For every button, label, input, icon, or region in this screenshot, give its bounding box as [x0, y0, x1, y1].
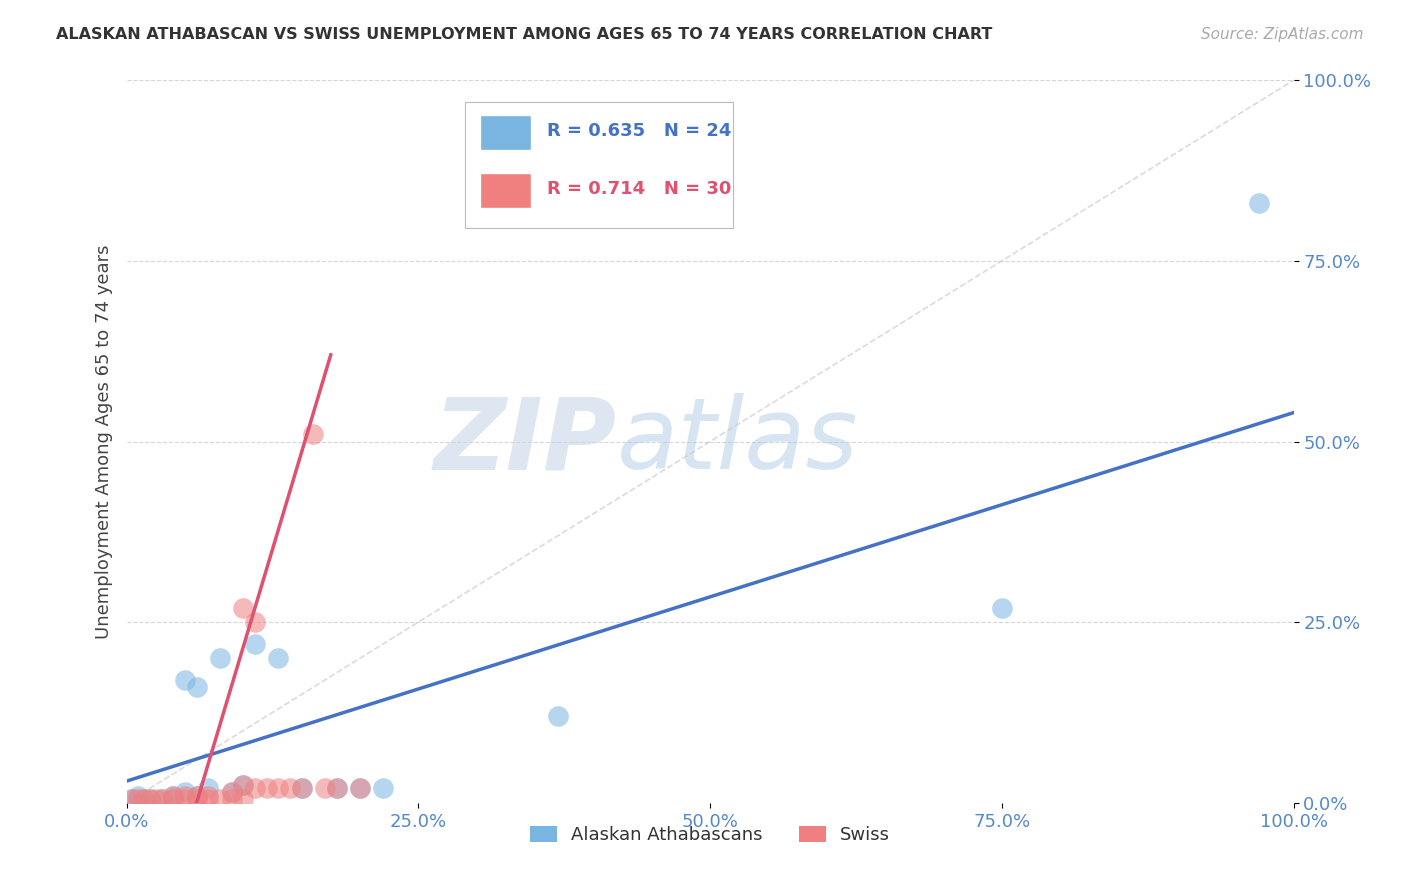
- Point: [325, 781, 347, 796]
- FancyBboxPatch shape: [479, 115, 531, 151]
- Point: [162, 789, 184, 803]
- Point: [139, 792, 162, 806]
- Point: [127, 789, 149, 803]
- Point: [174, 789, 197, 803]
- FancyBboxPatch shape: [479, 173, 531, 208]
- Text: R = 0.714   N = 30: R = 0.714 N = 30: [547, 179, 731, 198]
- Point: [197, 789, 219, 803]
- Point: [162, 792, 184, 806]
- Y-axis label: Unemployment Among Ages 65 to 74 years: Unemployment Among Ages 65 to 74 years: [94, 244, 112, 639]
- Text: Source: ZipAtlas.com: Source: ZipAtlas.com: [1201, 27, 1364, 42]
- Point: [314, 781, 336, 796]
- Point: [267, 781, 290, 796]
- Point: [145, 792, 167, 806]
- Point: [243, 637, 266, 651]
- Point: [174, 673, 197, 687]
- Point: [232, 778, 254, 792]
- Point: [186, 792, 208, 806]
- Point: [256, 781, 278, 796]
- Point: [186, 789, 208, 803]
- Point: [243, 615, 266, 630]
- Point: [325, 781, 347, 796]
- Point: [221, 792, 243, 806]
- Point: [186, 789, 208, 803]
- Text: ZIP: ZIP: [433, 393, 617, 490]
- Point: [197, 792, 219, 806]
- Point: [373, 781, 395, 796]
- Point: [1247, 196, 1270, 211]
- Point: [208, 792, 231, 806]
- Text: atlas: atlas: [617, 393, 858, 490]
- FancyBboxPatch shape: [465, 102, 734, 228]
- Point: [132, 792, 155, 806]
- Point: [349, 781, 371, 796]
- Point: [132, 792, 155, 806]
- Point: [990, 600, 1012, 615]
- Point: [221, 785, 243, 799]
- Point: [150, 792, 173, 806]
- Point: [186, 680, 208, 694]
- Point: [232, 778, 254, 792]
- Point: [243, 781, 266, 796]
- Text: R = 0.635   N = 24: R = 0.635 N = 24: [547, 122, 731, 140]
- Legend: Alaskan Athabascans, Swiss: Alaskan Athabascans, Swiss: [523, 819, 897, 852]
- Point: [174, 785, 197, 799]
- Point: [547, 709, 569, 723]
- Point: [121, 792, 143, 806]
- Point: [174, 792, 197, 806]
- Point: [139, 792, 162, 806]
- Point: [208, 651, 231, 665]
- Point: [267, 651, 290, 665]
- Point: [302, 427, 325, 442]
- Point: [150, 792, 173, 806]
- Point: [278, 781, 301, 796]
- Point: [232, 600, 254, 615]
- Point: [349, 781, 371, 796]
- Text: ALASKAN ATHABASCAN VS SWISS UNEMPLOYMENT AMONG AGES 65 TO 74 YEARS CORRELATION C: ALASKAN ATHABASCAN VS SWISS UNEMPLOYMENT…: [56, 27, 993, 42]
- Point: [127, 792, 149, 806]
- Point: [232, 792, 254, 806]
- Point: [221, 785, 243, 799]
- Point: [197, 781, 219, 796]
- Point: [162, 789, 184, 803]
- Point: [290, 781, 312, 796]
- Point: [290, 781, 312, 796]
- Point: [121, 792, 143, 806]
- Point: [162, 792, 184, 806]
